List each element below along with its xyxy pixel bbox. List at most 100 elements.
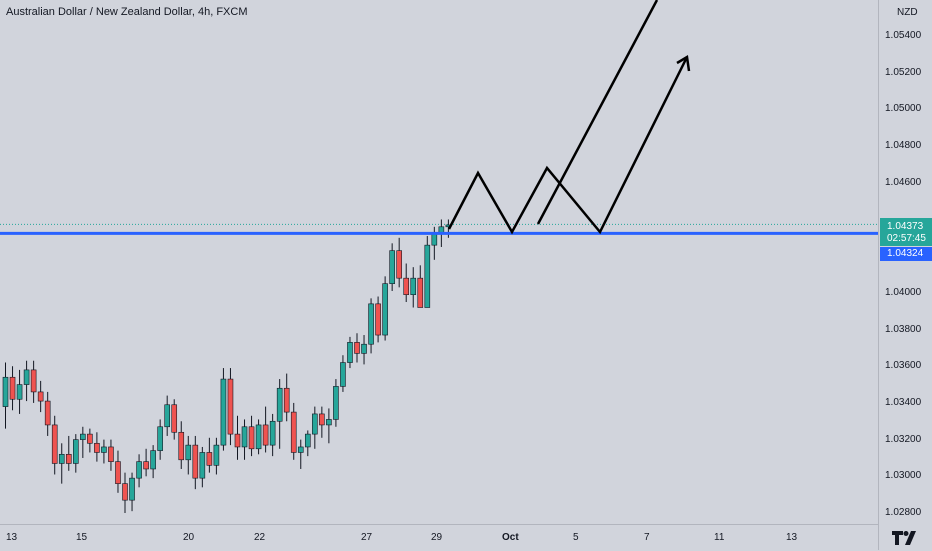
candle — [220, 368, 227, 451]
candle — [23, 360, 30, 402]
tradingview-logo-icon[interactable] — [878, 526, 932, 550]
candle-body-up — [241, 426, 248, 448]
chart-plot-area[interactable] — [0, 0, 878, 524]
candle — [396, 237, 402, 288]
candle — [129, 472, 135, 512]
candle-body-down — [178, 431, 185, 461]
candle — [227, 368, 234, 446]
candle — [375, 296, 381, 343]
candle — [171, 399, 178, 440]
candle — [340, 355, 346, 392]
candle — [44, 391, 51, 436]
candle — [122, 472, 128, 513]
candle-body-up — [312, 413, 318, 435]
candle-body-up — [16, 384, 23, 400]
price-tick-label: 1.05200 — [885, 66, 922, 78]
candle-body-up — [58, 453, 65, 464]
price-tick-label: 1.04800 — [885, 140, 922, 152]
candle-body-up — [255, 424, 262, 450]
candle-body-up — [129, 477, 135, 501]
candle-body-up — [150, 450, 156, 470]
candle-body-down — [65, 453, 72, 464]
candle-body-up — [276, 387, 283, 422]
price-tick-label: 1.03400 — [885, 396, 922, 408]
candle — [157, 419, 163, 460]
candle — [16, 369, 23, 414]
candle-body-up — [410, 277, 417, 295]
candle-body-down — [37, 391, 44, 402]
time-axis[interactable]: 13 15 20 22 27 29 Oct 5 7 11 13 — [0, 524, 878, 551]
candle-body-up — [185, 444, 192, 461]
candle — [185, 435, 192, 475]
candle — [178, 421, 185, 469]
candle-body-up — [101, 446, 107, 453]
time-tick-label: 13 — [786, 532, 798, 543]
candle-body-down — [87, 433, 93, 444]
candle — [37, 380, 44, 413]
candle-body-up — [297, 446, 304, 453]
projection-path-long — [536, 0, 659, 225]
candle — [9, 366, 16, 411]
candle — [87, 428, 93, 453]
time-tick-label: 13 — [6, 532, 18, 543]
candle — [213, 437, 220, 475]
last-price-value: 1.04373 — [887, 221, 924, 232]
candle — [248, 415, 255, 457]
price-tick-label: 1.03800 — [885, 323, 922, 335]
candle-body-up — [382, 283, 388, 336]
level-price-value: 1.04324 — [887, 248, 924, 259]
candle — [262, 406, 269, 453]
candle-body-up — [438, 226, 445, 233]
candle-body-down — [171, 404, 178, 433]
candle — [199, 446, 206, 488]
candle — [269, 413, 276, 457]
candle-body-down — [44, 400, 51, 426]
candle — [30, 360, 37, 403]
candle-body-down — [354, 342, 360, 354]
candle — [136, 454, 142, 488]
price-tick-label: 1.03000 — [885, 470, 922, 482]
bar-countdown: 02:57:45 — [887, 233, 926, 244]
candle-body-down — [290, 411, 297, 453]
price-axis[interactable]: 1.054001.052001.050001.048001.046001.042… — [878, 0, 932, 550]
candle — [65, 435, 72, 471]
candle — [382, 276, 388, 341]
time-tick-label: 22 — [254, 532, 266, 543]
level-price-tag: 1.04324 — [880, 247, 932, 261]
projection-arrowhead — [676, 54, 691, 72]
price-tick-label: 1.05000 — [885, 103, 922, 115]
candle-body-down — [403, 277, 410, 295]
time-tick-label: 27 — [361, 532, 373, 543]
candle-body-down — [115, 461, 121, 484]
candle — [150, 445, 156, 479]
candle-body-down — [417, 277, 424, 308]
candle-body-up — [389, 250, 395, 284]
candle — [326, 408, 332, 444]
candle-body-up — [157, 426, 163, 451]
last-price-tag: 1.04373 02:57:45 — [880, 218, 932, 246]
candle — [206, 437, 213, 473]
candle — [347, 336, 353, 369]
candle-body-up — [361, 343, 367, 354]
candle — [354, 333, 360, 363]
candle — [410, 267, 417, 308]
candle — [73, 434, 79, 473]
candle — [290, 402, 297, 460]
candle-body-down — [94, 442, 100, 453]
time-tick-label: 11 — [714, 532, 725, 543]
candle-body-down — [143, 461, 149, 470]
time-tick-label: 5 — [573, 532, 579, 543]
candle — [304, 430, 311, 457]
candle — [361, 335, 367, 365]
candle — [108, 439, 114, 471]
candle — [431, 226, 438, 260]
candlestick-chart[interactable] — [0, 0, 878, 524]
time-tick-label: 15 — [76, 532, 88, 543]
candle — [101, 439, 107, 464]
candle-body-down — [51, 424, 58, 464]
candle — [241, 419, 248, 460]
candle-body-down — [248, 426, 255, 450]
candle — [143, 448, 149, 477]
candle — [2, 362, 9, 429]
candle — [389, 243, 395, 292]
